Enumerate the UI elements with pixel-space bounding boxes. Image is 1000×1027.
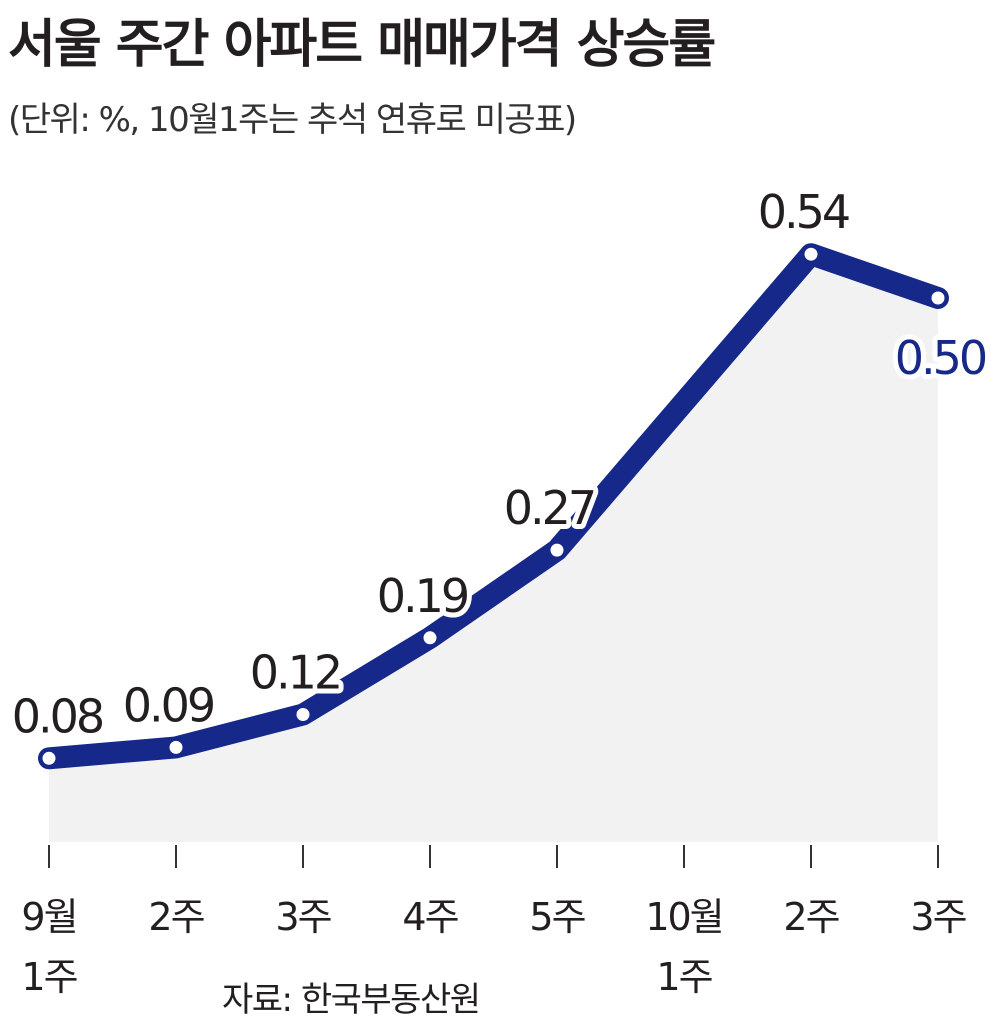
data-point xyxy=(169,740,183,754)
source-note: 자료: 한국부동산원 xyxy=(222,980,481,1020)
data-label: 0.08 xyxy=(12,689,103,743)
area-fill-layer xyxy=(49,254,938,842)
x-axis-label: 1주 xyxy=(656,955,711,999)
x-axis-label: 1주 xyxy=(21,955,76,999)
chart-subtitle: (단위: %, 10월1주는 추석 연휴로 미공표) xyxy=(8,100,577,140)
data-point xyxy=(42,751,56,765)
x-axis-label: 4주 xyxy=(402,895,457,939)
x-axis-labels: 9월 1주 2주 3주 4주 5주 10월 1주 2주 3주 xyxy=(21,895,967,999)
x-axis-label: 5주 xyxy=(529,895,584,939)
data-point xyxy=(804,247,818,261)
data-label: 0.54 xyxy=(758,185,849,239)
data-point xyxy=(931,291,945,305)
data-points-layer xyxy=(42,247,945,765)
x-axis-label: 10월 xyxy=(645,895,722,939)
data-label: 0.09 xyxy=(123,678,214,732)
data-label: 0.27 xyxy=(504,481,594,535)
x-axis-label: 2주 xyxy=(148,895,203,939)
data-point xyxy=(423,631,437,645)
data-label: 0.19 xyxy=(377,569,468,623)
x-axis-label: 3주 xyxy=(910,895,965,939)
data-point xyxy=(550,543,564,557)
data-point xyxy=(296,708,310,721)
x-axis-label: 9월 xyxy=(21,895,76,939)
data-labels-layer: 0.08 0.09 0.12 0.19 0.27 0.54 0.50 xyxy=(7,180,994,748)
area-fill xyxy=(49,254,938,842)
chart-title: 서울 주간 아파트 매매가격 상승률 xyxy=(8,15,716,75)
x-axis-label: 3주 xyxy=(275,895,330,939)
x-axis-label: 2주 xyxy=(783,895,838,939)
x-axis-ticks xyxy=(48,845,939,868)
data-label-latest: 0.50 xyxy=(895,331,986,385)
data-label: 0.12 xyxy=(250,645,340,699)
